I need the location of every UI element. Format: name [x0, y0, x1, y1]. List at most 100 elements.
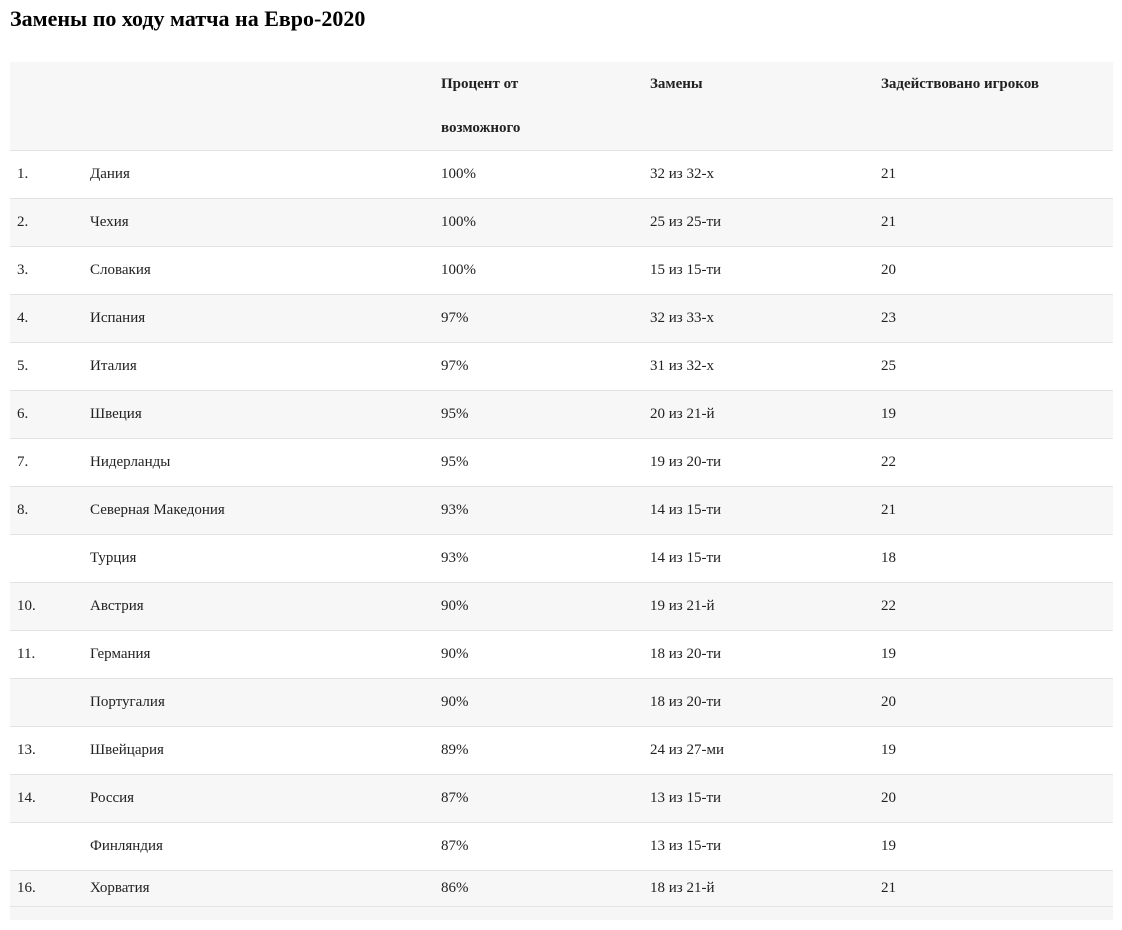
header-cell-players: Задействовано игроков	[874, 61, 1113, 151]
players-cell: 20	[874, 774, 1113, 823]
rank-cell: 3.	[10, 246, 83, 295]
table-row: 1. Дания 100% 32 из 32-х 21	[10, 150, 1113, 199]
team-cell: Италия	[83, 342, 434, 391]
table-row: 2. Чехия 100% 25 из 25-ти 21	[10, 198, 1113, 247]
subs-cell: 13 из 15-ти	[643, 822, 874, 871]
percent-cell: 87%	[434, 822, 643, 871]
header-cell-team	[83, 61, 434, 151]
header-cell-rank	[10, 61, 83, 151]
table-head: Процент от возможного Замены Задействова…	[10, 61, 1113, 151]
table-row: 5. Италия 97% 31 из 32-х 25	[10, 342, 1113, 391]
subs-cell: 24 из 27-ми	[643, 726, 874, 775]
rank-cell: 5.	[10, 342, 83, 391]
rank-cell: 11.	[10, 630, 83, 679]
rank-cell: 2.	[10, 198, 83, 247]
subs-cell: 19 из 21-й	[643, 582, 874, 631]
page-title: Замены по ходу матча на Евро-2020	[10, 6, 366, 31]
subs-cell: 18 из 20-ти	[643, 678, 874, 727]
rank-cell: 6.	[10, 390, 83, 439]
players-cell: 22	[874, 582, 1113, 631]
subs-cell: 14 из 15-ти	[643, 534, 874, 583]
team-cell: Нидерланды	[83, 438, 434, 487]
substitutions-table: Процент от возможного Замены Задействова…	[10, 61, 1113, 920]
subs-cell: 18 из 20-ти	[643, 630, 874, 679]
percent-cell: 97%	[434, 294, 643, 343]
rank-cell	[10, 534, 83, 583]
header-cell-percent-label: Процент от возможного	[441, 75, 521, 136]
players-cell: 21	[874, 870, 1113, 907]
players-cell: 19	[874, 630, 1113, 679]
players-cell: 25	[874, 342, 1113, 391]
subs-cell: 18 из 21-й	[643, 870, 874, 907]
table-row: 13. Швейцария 89% 24 из 27-ми 19	[10, 726, 1113, 775]
table-row: 11. Германия 90% 18 из 20-ти 19	[10, 630, 1113, 679]
rank-cell: 13.	[10, 726, 83, 775]
players-cell: 21	[874, 198, 1113, 247]
percent-cell: 93%	[434, 534, 643, 583]
rank-cell: 16.	[10, 870, 83, 907]
table-row: 10. Австрия 90% 19 из 21-й 22	[10, 582, 1113, 631]
players-cell: 20	[874, 246, 1113, 295]
percent-cell: 100%	[434, 198, 643, 247]
team-cell: Словакия	[83, 246, 434, 295]
table-row: 6. Швеция 95% 20 из 21-й 19	[10, 390, 1113, 439]
table-row: 3. Словакия 100% 15 из 15-ти 20	[10, 246, 1113, 295]
team-cell: Испания	[83, 294, 434, 343]
table-body: 1. Дания 100% 32 из 32-х 21 2. Чехия 100…	[10, 150, 1113, 920]
rank-cell: 14.	[10, 774, 83, 823]
header-row: Процент от возможного Замены Задействова…	[10, 61, 1113, 151]
rank-cell	[10, 822, 83, 871]
players-cell: 22	[874, 438, 1113, 487]
team-cell: Швейцария	[83, 726, 434, 775]
header-cell-subs: Замены	[643, 61, 874, 151]
subs-cell: 20 из 21-й	[643, 390, 874, 439]
rank-cell: 7.	[10, 438, 83, 487]
percent-cell: 90%	[434, 582, 643, 631]
percent-cell: 95%	[434, 390, 643, 439]
percent-cell: 93%	[434, 486, 643, 535]
team-cell: Россия	[83, 774, 434, 823]
subs-cell: 19 из 20-ти	[643, 438, 874, 487]
percent-cell: 87%	[434, 774, 643, 823]
rank-cell: 10.	[10, 582, 83, 631]
rank-cell	[10, 678, 83, 727]
players-cell: 20	[874, 678, 1113, 727]
percent-cell: 97%	[434, 342, 643, 391]
players-cell: 19	[874, 822, 1113, 871]
team-cell: Финляндия	[83, 822, 434, 871]
table-row: Турция 93% 14 из 15-ти 18	[10, 534, 1113, 583]
players-cell: 19	[874, 726, 1113, 775]
percent-cell: 100%	[434, 150, 643, 199]
team-cell: Швеция	[83, 390, 434, 439]
team-cell: Северная Македония	[83, 486, 434, 535]
percent-cell: 90%	[434, 630, 643, 679]
percent-cell: 89%	[434, 726, 643, 775]
team-cell: Дания	[83, 150, 434, 199]
rank-cell: 8.	[10, 486, 83, 535]
table-row: Финляндия 87% 13 из 15-ти 19	[10, 822, 1113, 871]
percent-cell: 100%	[434, 246, 643, 295]
players-cell: 18	[874, 534, 1113, 583]
table-row: 8. Северная Македония 93% 14 из 15-ти 21	[10, 486, 1113, 535]
players-cell: 19	[874, 390, 1113, 439]
percent-cell: 86%	[434, 870, 643, 907]
header-cell-players-label: Задействовано игроков	[881, 75, 1039, 92]
subs-cell: 13 из 15-ти	[643, 774, 874, 823]
players-cell: 21	[874, 150, 1113, 199]
header-cell-subs-label: Замены	[650, 75, 703, 92]
table-row: 16. Хорватия 86% 18 из 21-й 21	[10, 870, 1113, 907]
subs-cell: 14 из 15-ти	[643, 486, 874, 535]
header-cell-percent: Процент от возможного	[434, 61, 643, 151]
subs-cell: 31 из 32-х	[643, 342, 874, 391]
table-row: 4. Испания 97% 32 из 33-х 23	[10, 294, 1113, 343]
percent-cell: 95%	[434, 438, 643, 487]
subs-cell: 15 из 15-ти	[643, 246, 874, 295]
team-cell: Португалия	[83, 678, 434, 727]
rank-cell: 1.	[10, 150, 83, 199]
team-cell: Чехия	[83, 198, 434, 247]
subs-cell: 32 из 33-х	[643, 294, 874, 343]
subs-cell: 32 из 32-х	[643, 150, 874, 199]
rank-cell: 4.	[10, 294, 83, 343]
partial-next-row	[10, 906, 1113, 920]
percent-cell: 90%	[434, 678, 643, 727]
